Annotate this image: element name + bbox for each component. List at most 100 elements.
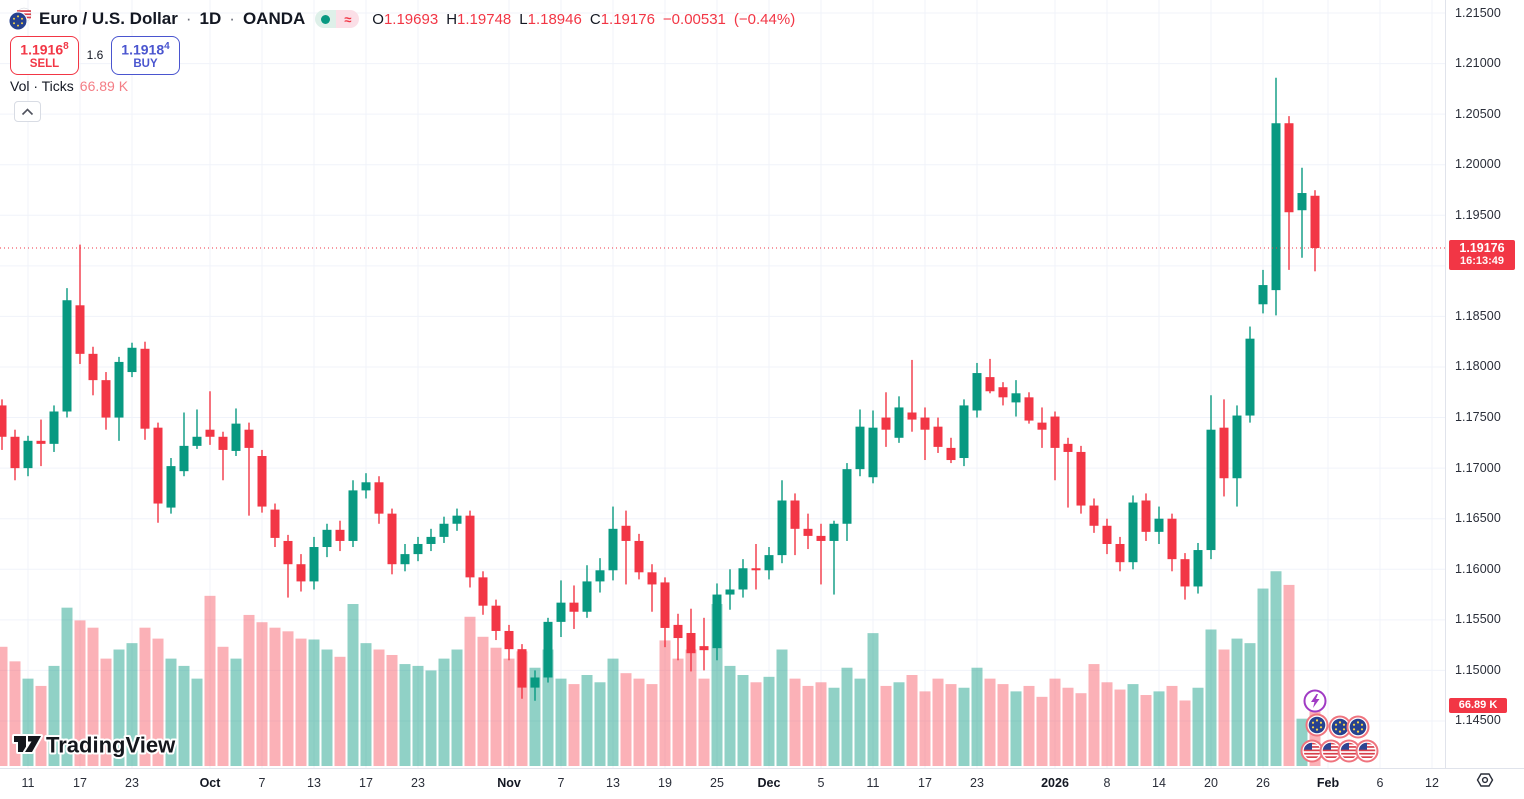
buy-button[interactable]: 1.19184 BUY bbox=[111, 36, 180, 75]
eu-flag-event-icon[interactable] bbox=[1328, 715, 1352, 739]
volume-bar bbox=[399, 664, 411, 766]
volume-bar bbox=[867, 633, 879, 766]
price-axis-label: 1.18500 bbox=[1455, 308, 1501, 323]
candle-body bbox=[1154, 518, 1164, 532]
volume-bar bbox=[152, 638, 164, 766]
volume-bar bbox=[256, 622, 268, 766]
trade-panel: 1.19168 SELL 1.6 1.19184 BUY bbox=[10, 36, 180, 75]
power-event-icon[interactable] bbox=[1303, 689, 1327, 713]
volume-bar bbox=[789, 678, 801, 766]
candle-body bbox=[764, 555, 774, 571]
candle-body bbox=[309, 547, 319, 582]
us-flag-event-icon[interactable] bbox=[1355, 739, 1379, 763]
volume-bar bbox=[35, 685, 47, 766]
volume-bar bbox=[451, 649, 463, 766]
eu-flag-event-icon[interactable] bbox=[1346, 715, 1370, 739]
us-flag-event-icon[interactable] bbox=[1319, 739, 1343, 763]
time-axis-label: 2026 bbox=[1041, 776, 1069, 790]
svg-text:TradingView: TradingView bbox=[46, 733, 176, 758]
volume-bar bbox=[1166, 685, 1178, 766]
interval-value[interactable]: 1D bbox=[199, 9, 222, 28]
us-flag-event-icon[interactable] bbox=[1337, 739, 1361, 763]
tradingview-logo[interactable]: TradingView bbox=[10, 726, 200, 762]
volume-bar bbox=[1140, 695, 1152, 766]
volume-bar bbox=[1218, 649, 1230, 766]
volume-bar bbox=[412, 665, 424, 766]
open-value: 1.19693 bbox=[383, 10, 439, 28]
volume-bar bbox=[672, 658, 684, 766]
eu-flag-event-icon[interactable] bbox=[1305, 713, 1329, 737]
volume-bar bbox=[945, 684, 957, 766]
candle-body bbox=[218, 436, 228, 450]
volume-bar bbox=[1244, 643, 1256, 766]
candle-body bbox=[62, 300, 72, 412]
volume-bar bbox=[906, 675, 918, 766]
us-flag-event-icon[interactable] bbox=[1300, 739, 1324, 763]
candle-body bbox=[712, 594, 722, 649]
candle-body bbox=[244, 429, 254, 448]
time-axis-label: 13 bbox=[606, 776, 620, 790]
volume-bar bbox=[282, 631, 294, 766]
candle-body bbox=[114, 361, 124, 418]
volume-bar bbox=[126, 643, 138, 766]
volume-indicator-title[interactable]: Vol · Ticks bbox=[10, 78, 74, 94]
price-axis-label: 1.15500 bbox=[1455, 612, 1501, 627]
sell-button[interactable]: 1.19168 SELL bbox=[10, 36, 79, 75]
candle-body bbox=[335, 529, 345, 541]
time-axis-label: Oct bbox=[199, 776, 221, 790]
price-axis[interactable]: 1.21500 1.21000 1.20500 1.20000 1.19500 1.185… bbox=[1445, 0, 1524, 768]
candle-body bbox=[686, 632, 696, 654]
price-axis-label: 1.17000 bbox=[1455, 460, 1501, 475]
candle-body bbox=[101, 380, 111, 418]
market-status-badge[interactable]: ≈ bbox=[315, 10, 360, 28]
collapse-legend-button[interactable] bbox=[14, 101, 41, 122]
candle-body bbox=[1115, 543, 1125, 563]
price-axis-label: 1.16000 bbox=[1455, 561, 1501, 576]
candle-body bbox=[1050, 416, 1060, 448]
candle-body bbox=[985, 377, 995, 392]
candle-body bbox=[933, 426, 943, 447]
volume-bar bbox=[594, 682, 606, 766]
candle-body bbox=[374, 482, 384, 514]
candle-body bbox=[88, 353, 98, 381]
candle-body bbox=[10, 436, 20, 469]
ohlc-readout: O1.19693 H1.19748 L1.18946 C1.19176 −0.0… bbox=[372, 10, 796, 28]
candle-body bbox=[387, 513, 397, 565]
candle-body bbox=[192, 436, 202, 446]
candle-body bbox=[270, 509, 280, 538]
candle-body bbox=[400, 554, 410, 565]
volume-bar bbox=[919, 691, 931, 766]
candle-body bbox=[543, 621, 553, 678]
volume-bar bbox=[204, 595, 216, 766]
volume-bar bbox=[737, 675, 749, 766]
candlestick-chart[interactable] bbox=[0, 0, 1445, 768]
candle-body bbox=[1206, 429, 1216, 551]
volume-bar bbox=[191, 678, 203, 766]
symbol-title[interactable]: Euro / U.S. Dollar bbox=[39, 9, 178, 28]
time-axis-label: 19 bbox=[658, 776, 672, 790]
candle-body bbox=[1037, 422, 1047, 430]
volume-bar bbox=[217, 646, 229, 766]
bar-countdown: 16:13:49 bbox=[1459, 255, 1505, 268]
volume-bar bbox=[373, 649, 385, 766]
volume-bar bbox=[516, 651, 528, 766]
price-axis-label: 1.20500 bbox=[1455, 106, 1501, 121]
price-axis-label: 1.17500 bbox=[1455, 410, 1501, 425]
time-axis-label: 23 bbox=[411, 776, 425, 790]
time-axis-label: 5 bbox=[817, 776, 825, 790]
exchange-name[interactable]: OANDA bbox=[242, 9, 306, 28]
candle-body bbox=[855, 426, 865, 470]
candle-body bbox=[738, 568, 748, 590]
time-axis-label: 12 bbox=[1425, 776, 1439, 790]
candle-body bbox=[634, 540, 644, 573]
spread-value: 1.6 bbox=[86, 48, 104, 63]
volume-bar bbox=[581, 675, 593, 766]
time-axis[interactable]: 11 17 23 Oct 7 13 17 23 Nov 7 13 19 25 Dec 5 11 17 23 2026… bbox=[0, 768, 1524, 799]
volume-bar bbox=[321, 649, 333, 766]
candle-body bbox=[361, 482, 371, 491]
volume-bar bbox=[607, 658, 619, 766]
volume-bar bbox=[659, 640, 671, 766]
axis-settings-gear-icon[interactable] bbox=[1474, 769, 1496, 791]
volume-bar bbox=[698, 678, 710, 766]
time-axis-label: Nov bbox=[497, 776, 521, 790]
